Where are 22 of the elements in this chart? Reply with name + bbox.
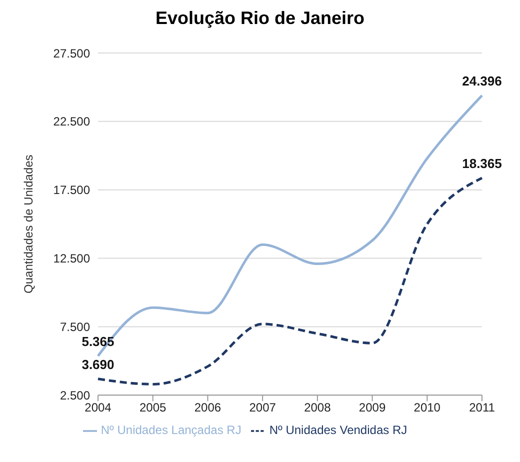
- x-tick-label: 2006: [194, 400, 222, 415]
- y-tick-label: 17.500: [53, 183, 90, 198]
- x-tick-label: 2007: [249, 400, 276, 415]
- chart-title: Evolução Rio de Janeiro: [154, 8, 366, 29]
- x-tick-label: 2009: [358, 400, 386, 415]
- x-tick-label: 2008: [304, 400, 332, 415]
- legend-label: Nº Unidades Vendidas RJ: [269, 423, 408, 438]
- y-tick-label: 22.500: [53, 114, 90, 129]
- data-label: 24.396: [462, 73, 502, 88]
- x-tick-label: 2004: [84, 400, 112, 415]
- x-tick-label: 2010: [414, 400, 441, 415]
- data-label: 5.365: [82, 334, 114, 349]
- y-tick-label: 12.500: [53, 252, 90, 266]
- y-axis-title: Quantidades de Unidades: [21, 154, 36, 294]
- data-label: 18.365: [462, 156, 502, 172]
- data-label: 3.690: [82, 356, 114, 372]
- x-tick-label: 2011: [469, 400, 496, 415]
- x-tick-label: 2005: [140, 400, 167, 415]
- y-tick-label: 2.500: [60, 388, 90, 402]
- y-tick-label: 7.500: [60, 320, 90, 334]
- y-tick-label: 27.500: [53, 46, 90, 60]
- legend-label: Nº Unidades Lançadas RJ: [100, 423, 242, 438]
